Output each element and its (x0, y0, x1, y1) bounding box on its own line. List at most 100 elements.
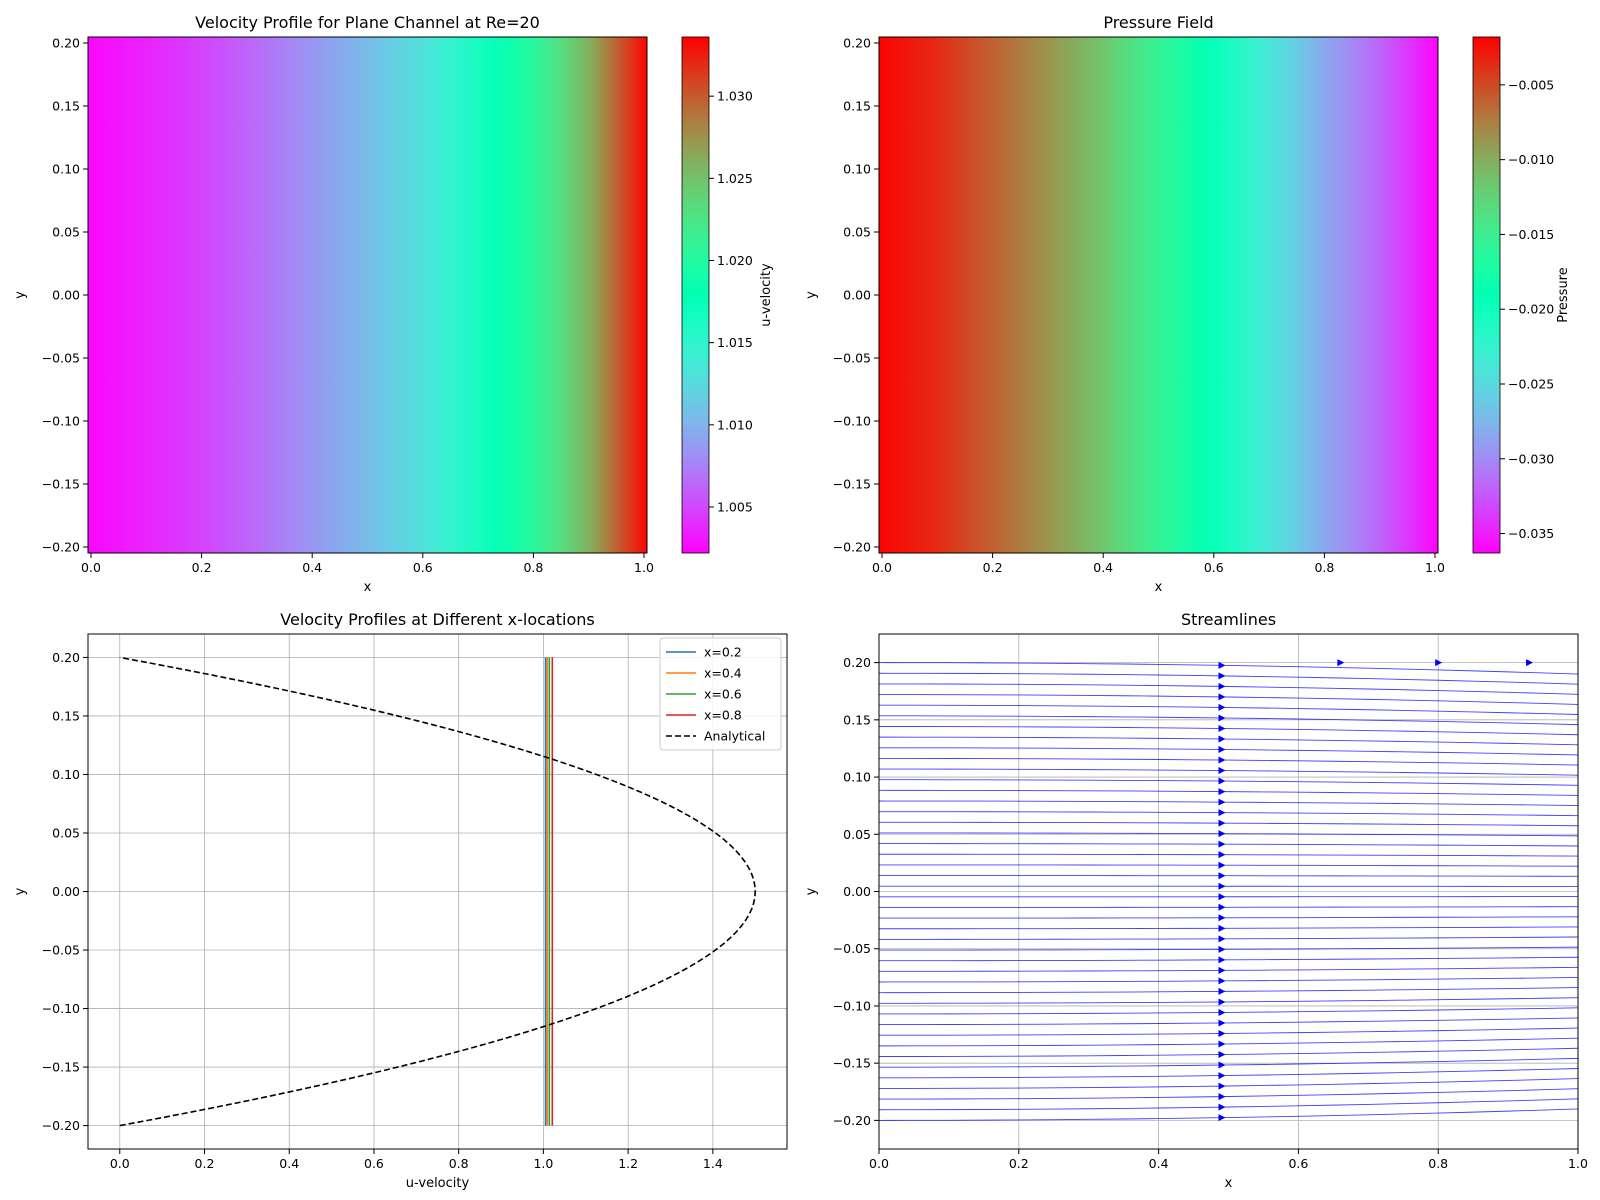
streamline (879, 946, 1579, 951)
x-tick-label: 1.0 (634, 560, 654, 575)
x-tick-label: 0.2 (1009, 1156, 1029, 1171)
streamline-arrow (1218, 819, 1226, 827)
streamline (878, 843, 1579, 847)
streamline-arrow (1218, 1082, 1226, 1090)
streamline (879, 916, 1579, 919)
streamline-arrow (1218, 998, 1226, 1006)
colorbar-tick-label: 1.030 (717, 89, 753, 104)
streamline (878, 997, 1579, 1004)
colorbar-label: u-velocity (759, 263, 774, 327)
streamline-arrow (1218, 1061, 1226, 1069)
y-tick-label: −0.05 (833, 351, 871, 366)
chart-title: Pressure Field (1103, 13, 1213, 32)
x-tick-label: 0.4 (1149, 1156, 1169, 1171)
colorbar (681, 36, 710, 554)
x-tick-label: 0.6 (364, 1156, 384, 1171)
legend-entry: x=0.6 (704, 687, 742, 702)
x-tick-label: 0.0 (81, 560, 101, 575)
y-tick-label: −0.10 (42, 1001, 80, 1016)
y-tick-label: 0.05 (843, 827, 871, 842)
y-tick-label: 0.00 (843, 288, 871, 303)
streamline (878, 966, 1579, 972)
x-tick-label: 0.4 (1093, 560, 1113, 575)
streamline-arrow (1218, 861, 1226, 869)
colorbar (1472, 36, 1501, 554)
x-axis-label: u-velocity (406, 1176, 470, 1191)
colorbar-tick-label: −0.020 (1508, 302, 1554, 317)
streamline-arrow (1218, 924, 1226, 932)
streamline (878, 956, 1579, 962)
streamline (879, 926, 1579, 930)
y-tick-label: 0.20 (843, 36, 871, 51)
streamline (878, 1037, 1579, 1047)
x-tick-label: 0.0 (872, 560, 892, 575)
streamline-arrow (1218, 914, 1226, 922)
streamline (878, 694, 1579, 705)
streamline-arrow (1218, 798, 1226, 806)
streamline (878, 800, 1579, 806)
y-axis-label: y (13, 291, 28, 299)
x-tick-label: 1.2 (618, 1156, 638, 1171)
velocity-profiles-panel: 0.0 0.2 0.4 0.6 0.8 1.0 1.2 1.4 −0.20 −0.15 −0.10 −… (13, 610, 788, 1191)
y-tick-label: −0.05 (42, 351, 80, 366)
streamline-arrow (1218, 661, 1226, 669)
streamline (878, 977, 1579, 983)
x-tick-label: 0.2 (983, 560, 1003, 575)
y-tick-label: 0.00 (52, 884, 80, 899)
legend-entry: x=0.2 (704, 645, 742, 660)
colorbar-tick-label: −0.025 (1508, 376, 1554, 391)
streamlines-panel: 0.0 0.2 0.4 0.6 0.8 1.0 −0.20 −0.15 −0.10 −0.05 0.… (804, 610, 1588, 1191)
streamline-arrow (1218, 746, 1226, 754)
streamline-arrow (1218, 693, 1226, 701)
y-tick-label: −0.10 (42, 414, 80, 429)
series-line-Analytical (119, 656, 757, 1127)
y-tick-label: 0.05 (52, 825, 80, 840)
streamline (878, 811, 1579, 817)
legend-entry: Analytical (704, 729, 765, 744)
y-tick-label: 0.05 (843, 225, 871, 240)
x-tick-label: 0.6 (413, 560, 433, 575)
plot-frame (878, 633, 1579, 1150)
streamline (878, 1007, 1579, 1015)
streamline-arrow (1218, 703, 1226, 711)
streamline-arrow (1218, 851, 1226, 859)
legend: x=0.2 x=0.4 x=0.6 x=0.8 Analytical (659, 637, 782, 751)
streamline-arrow (1218, 1029, 1226, 1037)
y-tick-label: −0.20 (833, 540, 871, 555)
streamline-arrow (1218, 1103, 1226, 1111)
x-tick-label: 1.0 (533, 1156, 553, 1171)
y-axis-label: y (804, 291, 819, 299)
y-tick-label: 0.10 (52, 162, 80, 177)
streamline-arrow (1526, 659, 1534, 667)
streamline-arrow (1337, 659, 1345, 667)
streamline (878, 672, 1579, 685)
streamline (878, 1078, 1579, 1089)
streamline-arrow (1218, 767, 1226, 775)
streamline-arrow (1218, 672, 1226, 680)
streamline-arrow (1218, 903, 1226, 911)
streamline (878, 1088, 1579, 1100)
x-tick-label: 1.0 (1425, 560, 1445, 575)
legend-entry: x=0.4 (704, 666, 742, 681)
y-tick-label: −0.15 (833, 477, 871, 492)
streamline-arrow (1218, 1008, 1226, 1016)
y-tick-label: 0.10 (843, 162, 871, 177)
y-tick-label: −0.05 (833, 941, 871, 956)
legend-box (659, 637, 782, 751)
colorbar-tick-label: −0.035 (1508, 526, 1554, 541)
colorbar-tick-label: −0.030 (1508, 451, 1554, 466)
y-tick-label: 0.00 (843, 884, 871, 899)
chart-title: Velocity Profiles at Different x-locatio… (280, 610, 594, 629)
chart-title: Velocity Profile for Plane Channel at Re… (195, 13, 540, 32)
colorbar-tick-label: 1.010 (717, 417, 753, 432)
x-tick-label: 0.2 (192, 560, 212, 575)
y-tick-label: −0.20 (42, 1118, 80, 1133)
heatmap-field (879, 37, 1438, 553)
streamline (878, 821, 1579, 827)
y-tick-label: −0.15 (42, 477, 80, 492)
streamline (878, 662, 1579, 675)
x-axis-label: x (1155, 580, 1163, 595)
x-axis-label: x (364, 580, 372, 595)
x-tick-label: 0.6 (1288, 1156, 1308, 1171)
